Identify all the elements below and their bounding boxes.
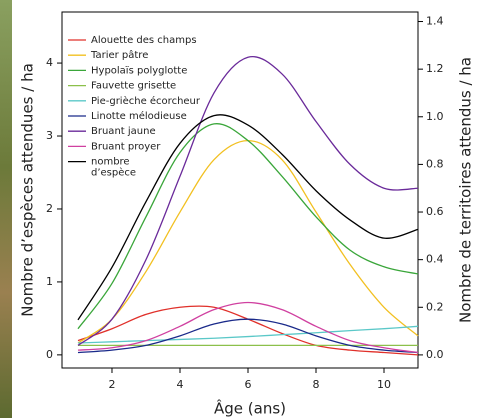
y-tick-label: 0	[46, 348, 53, 361]
legend-label: Bruant jaune	[91, 126, 156, 137]
series-line	[77, 325, 419, 344]
y2-tick-label: 1.4	[426, 15, 444, 28]
y2-tick-label: 0.4	[426, 253, 444, 266]
legend-label: Alouette des champs	[91, 35, 197, 46]
legend-label: Hypolaïs polyglotte	[91, 65, 187, 76]
legend-label: Bruant proyer	[91, 141, 161, 152]
legend-label: Linotte mélodieuse	[91, 110, 187, 122]
series-line	[77, 318, 419, 354]
y2-tick-label: 1.0	[426, 110, 444, 123]
y2-tick-label: 0.8	[426, 157, 444, 170]
x-axis-title: Âge (ans)	[214, 399, 286, 418]
x-tick-label: 10	[377, 378, 391, 391]
series-line	[77, 114, 419, 321]
y2-axis-title: Nombre de territoires attendus / ha	[457, 57, 475, 323]
y-axis-title: Nombre d’espèces attendues / ha	[19, 63, 37, 317]
x-tick-label: 4	[176, 378, 183, 391]
y2-tick-label: 0.2	[426, 300, 444, 313]
series-line	[77, 123, 419, 330]
series-line	[77, 301, 419, 354]
y2-tick-label: 0.0	[426, 348, 444, 361]
y-tick-label: 2	[46, 202, 53, 215]
plot-frame	[61, 11, 419, 369]
y2-tick-label: 0.6	[426, 205, 444, 218]
y-tick-label: 3	[46, 129, 53, 142]
y-tick-label: 4	[46, 56, 53, 69]
legend-label: nombre d’espèce	[91, 157, 136, 179]
y-tick-label: 1	[46, 275, 53, 288]
photo-strip	[0, 0, 12, 418]
y2-tick-label: 1.2	[426, 62, 444, 75]
series-line	[77, 55, 419, 346]
x-tick-label: 2	[108, 378, 115, 391]
x-tick-label: 6	[244, 378, 251, 391]
legend-label: Tarier pâtre	[90, 49, 148, 61]
legend-label: Fauvette grisette	[91, 81, 176, 92]
x-tick-label: 8	[312, 378, 319, 391]
legend-label: Pie-grièche écorcheur	[91, 95, 201, 107]
